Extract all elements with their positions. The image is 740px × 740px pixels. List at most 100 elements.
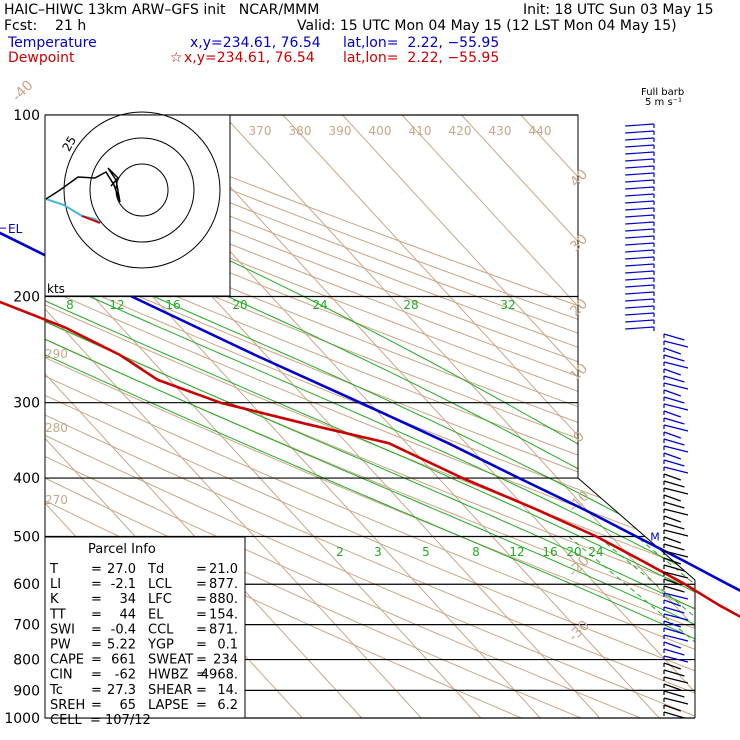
theta-label: 400 — [369, 124, 392, 138]
melting-level-label: M — [650, 530, 660, 543]
parcel-param-value: 6.2 — [217, 698, 238, 713]
parcel-param-equals: = — [196, 577, 207, 592]
theta-label: 280 — [45, 421, 68, 435]
wind-barb-flag — [663, 536, 682, 544]
hodograph-ring-label: 25 — [59, 134, 79, 154]
theta-label: 440 — [529, 124, 552, 138]
wind-barb-flag — [663, 550, 689, 558]
wind-barb-flag — [663, 585, 685, 593]
star-icon: ☆ — [170, 50, 183, 66]
theta-label: 390 — [329, 124, 352, 138]
hodograph-inset: 25 kts — [44, 111, 231, 297]
parcel-param-name: LAPSE — [148, 698, 189, 713]
temperature-profile-line — [0, 231, 740, 592]
wind-barb-flag — [625, 165, 655, 169]
mixing-ratio-label: 12 — [509, 545, 524, 559]
wind-barb-flag — [663, 508, 689, 516]
parcel-param-name: CAPE — [50, 653, 84, 668]
dry-adiabat-line — [45, 115, 695, 718]
parcel-param-name: EL — [148, 607, 164, 622]
hodograph-ring — [89, 137, 195, 243]
forecast-hour: Fcst: 21 h — [4, 18, 87, 34]
mixing-ratio-line — [568, 536, 695, 718]
wind-barb-flag — [625, 179, 655, 183]
wind-barb-flag — [625, 137, 655, 141]
mixing-ratio-line — [732, 537, 740, 719]
mixing-ratio-label: 24 — [588, 545, 603, 559]
wind-barb-flag — [663, 459, 685, 467]
wind-barb-flag — [663, 606, 685, 614]
parcel-param-value: 877. — [209, 577, 238, 592]
dewpoint-latlon: lat,lon= 2.22, −55.95 — [343, 50, 500, 66]
parcel-param-equals: = — [196, 622, 207, 637]
wind-barb-flag — [625, 291, 655, 295]
pressure-label: 1000 — [4, 711, 40, 727]
wind-barb-flag — [663, 697, 689, 705]
parcel-param-equals: = — [196, 683, 207, 698]
isotherm-line — [520, 115, 695, 718]
dewpoint-xy: x,y=234.61, 76.54 — [184, 50, 315, 66]
parcel-param-value: 4968. — [201, 668, 238, 683]
wind-barb-flag — [663, 396, 685, 404]
wind-barb-flag — [663, 403, 689, 411]
mixing-ratio-line — [708, 537, 740, 719]
init-time: Init: 18 UTC Sun 03 May 15 — [523, 2, 714, 18]
parcel-param-value: 14. — [217, 683, 238, 698]
theta-label: 410 — [409, 124, 432, 138]
parcel-param-equals: = — [196, 698, 207, 713]
wind-barb-flag — [663, 648, 685, 656]
parcel-param-name: PW — [50, 638, 71, 653]
parcel-param-value: 65 — [119, 698, 136, 713]
wind-barb-flag — [663, 501, 685, 509]
parcel-param-name: SREH — [50, 698, 85, 713]
parcel-param-name: T — [49, 562, 58, 577]
dry-adiabat-line — [45, 115, 695, 718]
parcel-param-name: Td — [147, 562, 164, 577]
temperature-tick-label: -40 — [9, 77, 36, 104]
dry-adiabat-line — [45, 115, 695, 718]
wind-barb-flag — [625, 228, 655, 232]
dry-adiabat-line — [45, 115, 695, 718]
parcel-param-equals: = — [196, 653, 207, 668]
temperature-latlon: lat,lon= 2.22, −55.95 — [343, 35, 500, 51]
wind-barb-flag — [625, 200, 655, 204]
hodograph-ring — [63, 111, 221, 269]
theta-label: 290 — [45, 347, 68, 361]
pressure-label: 700 — [13, 618, 40, 634]
dry-adiabat-line — [45, 115, 695, 718]
parcel-param-value: 234 — [213, 653, 238, 668]
dry-adiabat-line — [45, 115, 695, 718]
wind-barb-flag — [625, 221, 655, 225]
wind-barb-flag — [625, 249, 655, 253]
wind-barb-flag — [625, 193, 655, 197]
mixing-ratio-label: 3 — [374, 545, 382, 559]
parcel-param-value: 154. — [209, 607, 238, 622]
moist-adiabat-label: 28 — [403, 298, 418, 312]
moist-adiabat-label: 32 — [500, 298, 515, 312]
pressure-label: 100 — [13, 108, 40, 124]
parcel-param-name: LI — [50, 577, 61, 592]
parcel-param-value: 880. — [209, 592, 238, 607]
parcel-param-value: 27.3 — [107, 683, 136, 698]
wind-barb-flag — [663, 515, 682, 523]
moist-adiabat-line — [45, 115, 695, 718]
parcel-param-value: 44 — [119, 607, 136, 622]
parcel-param-equals: = — [196, 592, 207, 607]
parcel-param-value: -0.4 — [111, 622, 136, 637]
parcel-param-equals: = — [91, 668, 102, 683]
wind-barb-column — [625, 123, 689, 719]
wind-barb-flag — [663, 494, 682, 502]
dry-adiabat-line — [45, 115, 695, 718]
parcel-param-equals: = — [196, 562, 207, 577]
wind-barb-flag — [625, 130, 655, 134]
isotherm-line — [45, 115, 482, 718]
valid-time: Valid: 15 UTC Mon 04 May 15 (12 LST Mon … — [297, 18, 677, 34]
pressure-label: 300 — [13, 396, 40, 412]
hodograph-units-label: kts — [47, 282, 65, 296]
wind-barb-flag — [663, 669, 685, 677]
wind-barb-flag — [663, 557, 682, 565]
wind-barb-flag — [663, 410, 682, 418]
wind-barb-flag — [663, 473, 682, 481]
wind-barb-flag — [625, 207, 655, 211]
parcel-param-value: -62 — [115, 668, 136, 683]
